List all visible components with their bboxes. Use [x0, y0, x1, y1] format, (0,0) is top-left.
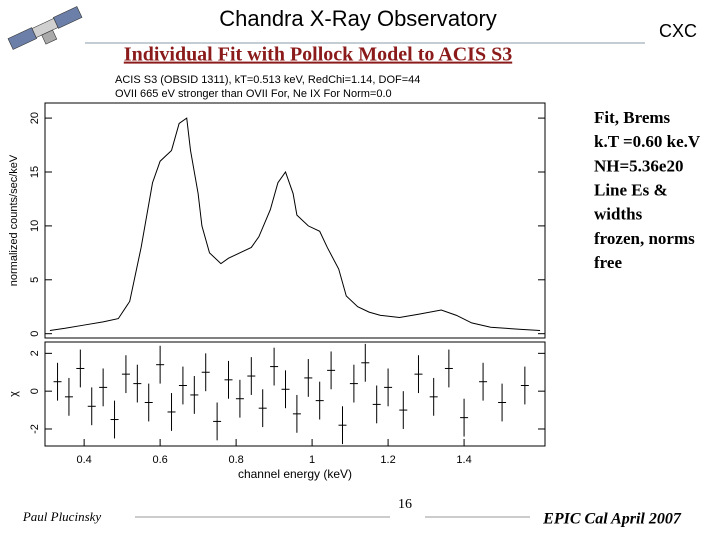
y-tick-label: 0 — [29, 331, 41, 337]
upper-frame — [44, 102, 546, 339]
y-tick-label: 5 — [29, 277, 41, 283]
x-tick-label: 0.4 — [76, 454, 91, 466]
satellite-icon — [7, 6, 83, 50]
subtitle: Individual Fit with Pollock Model to ACI… — [124, 44, 512, 66]
x-tick-label: 0.6 — [152, 454, 167, 466]
y-tick-label: 15 — [29, 166, 41, 178]
chart-subtitle: OVII 665 eV stronger than OVII For, Ne I… — [115, 88, 392, 100]
note-line: widths — [594, 205, 643, 224]
notes: Fit, Brems k.T =0.60 ke.V NH=5.36e20 Line E… — [594, 108, 701, 272]
y-tick-label: 20 — [29, 112, 41, 124]
footer-event: EPIC Cal April 2007 — [542, 511, 682, 528]
note-line: free — [594, 253, 622, 272]
note-line: frozen, norms — [594, 229, 695, 248]
y-tick-label: 10 — [29, 220, 41, 232]
x-tick-label: 1 — [309, 454, 315, 466]
page-number: 16 — [398, 497, 412, 512]
x-tick-label: 0.8 — [228, 454, 243, 466]
y-axis-label: normalized counts/sec/keV — [8, 154, 20, 286]
y-tick-label: -2 — [29, 424, 41, 434]
header-title: Chandra X-Ray Observatory — [219, 6, 497, 31]
note-line: k.T =0.60 ke.V — [594, 132, 701, 151]
note-line: Line Es & — [594, 181, 668, 200]
y-tick-label: 0 — [29, 388, 41, 394]
spectrum-line — [49, 117, 541, 331]
footer-author: Paul Plucinsky — [22, 509, 102, 524]
x-tick-label: 1.4 — [456, 454, 471, 466]
lower-frame — [44, 341, 546, 447]
logo-text: CXC — [659, 21, 697, 41]
y-tick-label: 2 — [29, 350, 41, 356]
chart-title: ACIS S3 (OBSID 1311), kT=0.513 keV, RedC… — [115, 74, 420, 86]
x-tick-label: 1.2 — [380, 454, 395, 466]
y-axis-label: χ — [8, 391, 20, 397]
x-axis-label: channel energy (keV) — [238, 467, 352, 481]
note-line: Fit, Brems — [594, 108, 671, 127]
note-line: NH=5.36e20 — [594, 156, 683, 175]
